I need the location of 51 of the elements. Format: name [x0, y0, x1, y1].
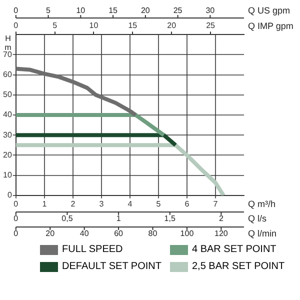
text: 100 — [180, 229, 194, 238]
x2-tick-label: 0 — [14, 21, 19, 30]
x-tick-label: 0 — [14, 199, 19, 208]
x-tick-label: 5 — [156, 199, 162, 208]
legend-label: FULL SPEED — [62, 244, 123, 255]
text: Q l/s — [248, 213, 267, 224]
text: 10 — [76, 6, 86, 16]
text: 1,5 — [164, 214, 176, 224]
y-tick-label: 50 — [2, 90, 12, 100]
text: Q l/min — [248, 228, 277, 238]
text: 2 — [218, 214, 224, 224]
text: 30 — [206, 6, 216, 16]
text: 15 — [108, 6, 118, 16]
x2-tick-label: 5 — [52, 21, 58, 30]
text: 0 — [14, 214, 19, 224]
x-tick-label: 2 — [70, 199, 76, 208]
legend-label: DEFAULT SET POINT — [62, 261, 162, 272]
x2-tick-label: 15 — [128, 21, 138, 30]
y-tick-label: 0 — [7, 190, 12, 200]
x2-tick-label: 25 — [206, 21, 216, 30]
x-tick-label: 3 — [99, 199, 104, 208]
text: 60 — [114, 229, 124, 238]
text: 120 — [214, 229, 228, 238]
text: Q US gpm — [248, 5, 290, 16]
text: 0 — [14, 229, 19, 238]
text: 40 — [80, 229, 90, 238]
text: 25 — [173, 6, 183, 16]
legend-label: 4 BAR SET POINT — [192, 244, 276, 255]
legend-label: 2,5 BAR SET POINT — [192, 261, 285, 272]
y-tick-label: 60 — [2, 70, 12, 80]
y-tick-label: 10 — [2, 170, 12, 180]
x-tick-label: 7 — [213, 199, 218, 208]
x-tick-label: 1 — [42, 199, 48, 208]
text: 20 — [46, 229, 56, 238]
y-tick-label: 20 — [2, 150, 12, 160]
y-tick-label: 30 — [2, 130, 12, 140]
y-tick-label: 70 — [2, 50, 12, 59]
text: 0,5 — [62, 214, 74, 224]
text: 80 — [148, 229, 158, 238]
text: 5 — [46, 6, 52, 16]
y-axis-title: H m — [4, 34, 12, 52]
text: 1 — [116, 214, 122, 224]
x-axis-title: Q m³/h — [248, 198, 276, 209]
x2-tick-label: 10 — [89, 21, 99, 30]
text: 0 — [14, 6, 19, 16]
x-tick-label: 6 — [184, 199, 190, 208]
x2-axis-title: Q IMP gpm — [248, 21, 294, 32]
x2-tick-label: 20 — [167, 21, 177, 30]
y-tick-label: 40 — [2, 110, 12, 120]
x-tick-label: 4 — [128, 199, 133, 208]
text: 20 — [140, 6, 150, 16]
